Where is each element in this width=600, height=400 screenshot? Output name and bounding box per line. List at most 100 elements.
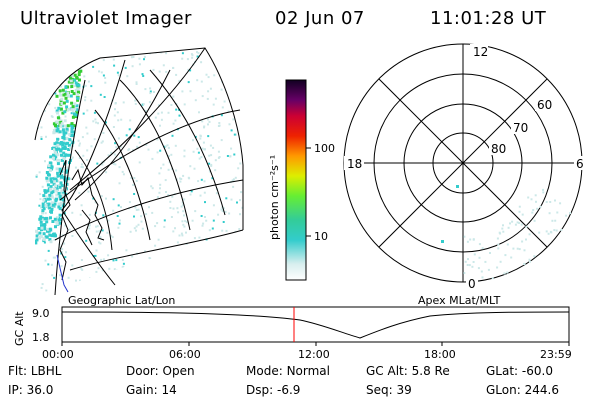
emission-pixel bbox=[39, 198, 42, 201]
emission-pixel bbox=[144, 250, 146, 253]
polar-emission-pixel bbox=[528, 258, 531, 261]
polar-emission-pixel bbox=[525, 225, 528, 228]
emission-pixel bbox=[67, 148, 71, 151]
emission-pixel bbox=[120, 206, 122, 209]
emission-pixel bbox=[35, 73, 38, 75]
emission-pixel bbox=[137, 136, 140, 139]
emission-pixel bbox=[44, 160, 46, 163]
emission-pixel bbox=[57, 218, 61, 222]
emission-pixel bbox=[45, 76, 48, 79]
emission-pixel bbox=[79, 69, 83, 73]
emission-pixel bbox=[85, 239, 88, 242]
timeline-left-title: Geographic Lat/Lon bbox=[68, 294, 175, 307]
emission-pixel bbox=[71, 77, 75, 81]
mlt-label-12: 12 bbox=[473, 45, 488, 59]
emission-pixel bbox=[102, 214, 105, 217]
polar-emission-pixel bbox=[545, 230, 548, 233]
emission-pixel bbox=[68, 153, 71, 157]
emission-pixel bbox=[63, 212, 66, 215]
emission-pixel bbox=[40, 224, 43, 228]
emission-pixel bbox=[180, 205, 183, 208]
emission-pixel bbox=[125, 134, 128, 137]
emission-pixel bbox=[50, 234, 54, 238]
emission-pixel bbox=[37, 81, 40, 84]
emission-pixel bbox=[207, 118, 209, 121]
emission-pixel bbox=[190, 190, 193, 193]
emission-pixel bbox=[53, 202, 57, 206]
emission-pixel bbox=[88, 224, 91, 227]
emission-pixel bbox=[56, 143, 60, 147]
emission-pixel bbox=[143, 55, 146, 58]
emission-pixel bbox=[117, 137, 120, 140]
emission-pixel bbox=[54, 256, 57, 259]
emission-pixel bbox=[201, 224, 204, 227]
emission-pixel bbox=[132, 184, 134, 186]
info-dsp: Dsp: -6.9 bbox=[246, 383, 301, 397]
polar-emission-pixel bbox=[549, 230, 552, 233]
emission-pixel bbox=[121, 170, 124, 173]
emission-pixel bbox=[86, 159, 89, 161]
emission-pixel bbox=[112, 209, 115, 212]
polar-emission-pixel bbox=[518, 205, 521, 208]
emission-pixel bbox=[40, 126, 43, 129]
emission-pixel bbox=[182, 210, 185, 213]
emission-pixel bbox=[121, 266, 124, 269]
emission-pixel bbox=[49, 161, 53, 165]
emission-pixel bbox=[145, 213, 148, 216]
emission-pixel bbox=[77, 139, 80, 142]
emission-pixel bbox=[41, 202, 45, 206]
emission-pixel bbox=[239, 55, 242, 58]
emission-pixel bbox=[218, 124, 221, 127]
emission-pixel bbox=[68, 138, 72, 142]
emission-pixel bbox=[218, 122, 221, 124]
emission-pixel bbox=[54, 155, 58, 159]
emission-pixel bbox=[196, 147, 199, 150]
polar-emission-pixel bbox=[502, 230, 505, 233]
emission-pixel bbox=[101, 140, 104, 143]
polar-emission-pixel bbox=[554, 199, 556, 202]
emission-pixel bbox=[97, 267, 100, 270]
emission-pixel bbox=[197, 151, 200, 154]
emission-pixel bbox=[95, 225, 97, 228]
emission-pixel bbox=[213, 74, 216, 77]
emission-pixel bbox=[167, 146, 170, 149]
emission-pixel bbox=[77, 151, 79, 154]
emission-pixel bbox=[181, 220, 184, 223]
colorbar-tick-label: 10 bbox=[314, 230, 328, 243]
emission-pixel bbox=[82, 54, 84, 57]
polar-emission-pixel bbox=[533, 219, 536, 222]
emission-pixel bbox=[58, 89, 62, 93]
emission-pixel bbox=[43, 227, 47, 231]
emission-pixel bbox=[44, 212, 47, 215]
emission-pixel bbox=[101, 269, 104, 272]
emission-pixel bbox=[184, 220, 187, 223]
polar-emission-pixel bbox=[512, 247, 515, 250]
emission-pixel bbox=[204, 260, 207, 263]
emission-pixel bbox=[242, 151, 243, 154]
emission-pixel bbox=[70, 112, 73, 115]
emission-pixel bbox=[222, 221, 225, 223]
polar-emission-pixel bbox=[466, 264, 469, 266]
emission-pixel bbox=[99, 236, 102, 239]
emission-pixel bbox=[61, 158, 64, 162]
emission-pixel bbox=[160, 167, 162, 170]
emission-pixel bbox=[67, 143, 71, 147]
emission-pixel bbox=[148, 206, 150, 209]
timeline-right-title: Apex MLat/MLT bbox=[418, 294, 501, 307]
emission-pixel bbox=[101, 229, 104, 232]
emission-pixel bbox=[71, 157, 74, 160]
emission-pixel bbox=[68, 228, 71, 231]
emission-pixel bbox=[232, 118, 235, 121]
emission-pixel bbox=[200, 80, 203, 83]
polar-emission-pixel bbox=[533, 255, 536, 258]
emission-pixel bbox=[135, 209, 138, 211]
emission-pixel bbox=[117, 204, 120, 207]
emission-pixel bbox=[41, 209, 45, 213]
emission-pixel bbox=[60, 85, 63, 88]
emission-pixel bbox=[54, 219, 58, 223]
emission-pixel bbox=[209, 87, 212, 90]
emission-pixel bbox=[156, 196, 159, 199]
polar-emission-pixel bbox=[535, 200, 537, 203]
emission-pixel bbox=[56, 162, 60, 166]
emission-pixel bbox=[48, 193, 52, 197]
